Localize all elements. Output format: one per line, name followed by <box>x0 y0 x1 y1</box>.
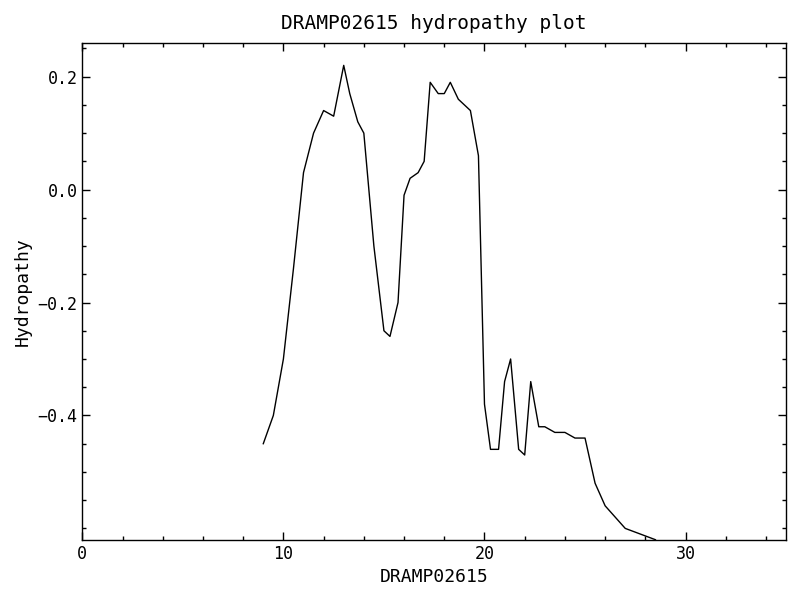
Y-axis label: Hydropathy: Hydropathy <box>14 237 32 346</box>
X-axis label: DRAMP02615: DRAMP02615 <box>380 568 489 586</box>
Title: DRAMP02615 hydropathy plot: DRAMP02615 hydropathy plot <box>282 14 587 33</box>
